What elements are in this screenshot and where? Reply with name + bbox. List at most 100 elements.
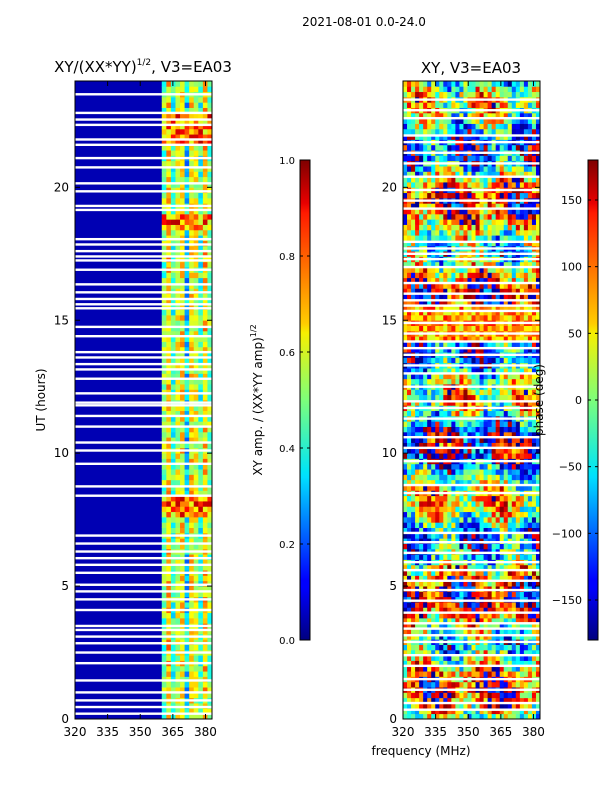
phase-cell (483, 617, 489, 624)
amp-cell (166, 309, 172, 316)
phase-cell (507, 298, 513, 305)
phase-cell (487, 166, 493, 172)
phase-cell (463, 182, 468, 188)
phase-cell (447, 368, 452, 374)
phase-cell (503, 341, 509, 348)
phase-cell (459, 708, 464, 715)
phase-cell (503, 713, 509, 719)
phase-cell (531, 665, 537, 672)
phase-cell (439, 660, 444, 667)
phase-cell (471, 235, 476, 241)
phase-cell (483, 591, 489, 598)
phase-cell (483, 437, 489, 443)
phase-cell (447, 564, 452, 571)
phase-cell (483, 511, 489, 518)
phase-cell (455, 261, 460, 268)
amp-cell (161, 479, 167, 486)
amp-cell (161, 219, 167, 225)
amp-cell (180, 522, 185, 528)
phase-cell (427, 453, 432, 459)
phase-cell (431, 713, 436, 719)
phase-cell (463, 442, 468, 449)
phase-cell (463, 671, 468, 677)
phase-cell (535, 671, 540, 677)
phase-cell (435, 506, 440, 513)
phase-cell (527, 346, 533, 353)
phase-cell (447, 612, 452, 619)
phase-cell (407, 474, 412, 481)
amp-cell (202, 123, 208, 130)
phase-cell (499, 612, 505, 619)
phase-cell (503, 612, 509, 619)
phase-cell (531, 229, 537, 236)
phase-cell (411, 272, 416, 279)
amp-cell (161, 150, 167, 156)
phase-cell (503, 261, 509, 268)
phase-cell (451, 166, 456, 172)
phase-cell (527, 692, 533, 699)
amp-cell (161, 123, 167, 130)
phase-cell (419, 298, 424, 305)
phase-cell (499, 665, 505, 672)
phase-cell (407, 607, 412, 614)
amp-cell (180, 378, 185, 385)
phase-cell (475, 166, 480, 172)
phase-cell (427, 336, 432, 342)
phase-cell (499, 426, 505, 433)
phase-cell (455, 671, 460, 677)
amp-cell (180, 575, 185, 582)
phase-cell (483, 692, 489, 699)
amp-cell (198, 415, 204, 422)
phase-cell (443, 575, 448, 582)
phase-cell (439, 532, 444, 539)
phase-cell (523, 633, 529, 640)
phase-cell (479, 309, 484, 316)
amp-cell (207, 485, 212, 491)
phase-cell (511, 213, 517, 220)
phase-cell (439, 410, 444, 417)
phase-cell (427, 213, 432, 220)
phase-cell (515, 400, 521, 406)
phase-cell (507, 176, 513, 183)
phase-cell (519, 479, 525, 486)
phase-cell (439, 607, 444, 614)
phase-cell (503, 203, 509, 209)
phase-cell (439, 336, 444, 342)
phase-cell (403, 665, 408, 672)
phase-cell (423, 602, 428, 608)
amp-cell (193, 485, 199, 491)
phase-cell (423, 277, 428, 284)
amp-cell (175, 458, 181, 465)
amp-cell (166, 219, 172, 225)
phase-cell (495, 522, 501, 528)
phase-cell (447, 410, 452, 417)
phase-cell (459, 261, 464, 268)
phase-cell (515, 368, 521, 374)
phase-cell (411, 660, 416, 667)
amp-cell (161, 415, 167, 422)
phase-cell (447, 309, 452, 316)
phase-cell (407, 219, 412, 225)
phase-cell (447, 708, 452, 715)
amp-cell (207, 171, 212, 178)
phase-cell (427, 272, 432, 279)
phase-cell (507, 612, 513, 619)
phase-cell (527, 293, 533, 300)
phase-cell (459, 394, 464, 401)
phase-cell (495, 431, 501, 438)
phase-cell (507, 570, 513, 576)
amp-cell (170, 655, 176, 661)
amp-cell (207, 283, 212, 289)
phase-cell (427, 208, 432, 215)
phase-cell (435, 176, 440, 183)
phase-cell (439, 469, 444, 475)
phase-cell (403, 203, 408, 209)
phase-cell (419, 463, 424, 470)
phase-cell (491, 671, 497, 677)
phase-cell (491, 495, 497, 502)
amp-cell (184, 245, 190, 252)
phase-cell (475, 580, 480, 587)
phase-cell (495, 368, 501, 374)
amp-cell (198, 655, 204, 661)
phase-cell (479, 410, 484, 417)
